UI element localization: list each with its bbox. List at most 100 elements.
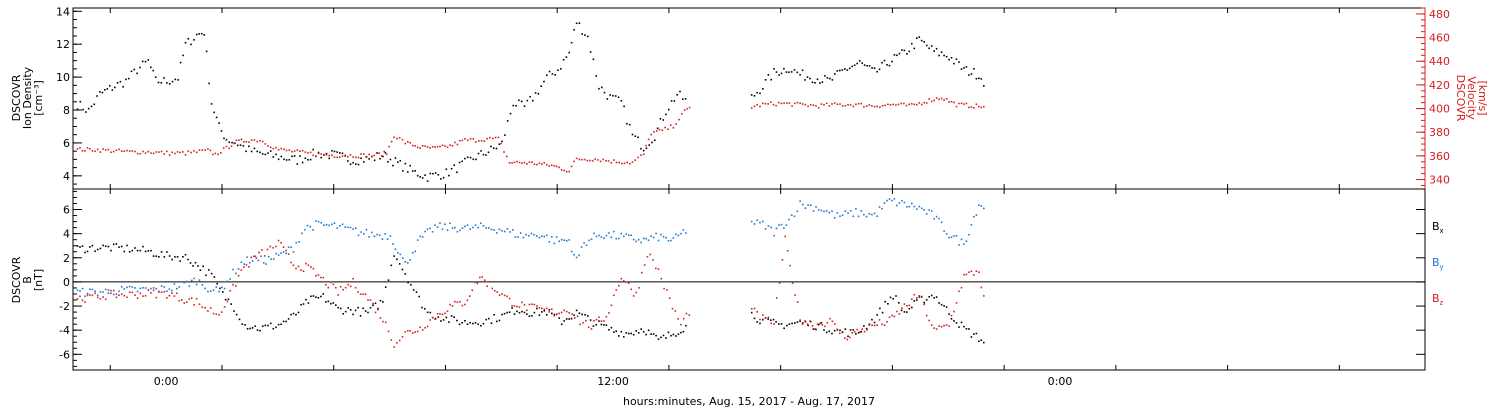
data-point (643, 264, 646, 266)
data-point (373, 154, 375, 157)
data-point (662, 235, 665, 238)
data-point (801, 103, 804, 105)
data-point (663, 287, 665, 290)
data-point (299, 155, 301, 157)
data-point (104, 149, 107, 151)
data-point (848, 336, 851, 339)
data-point (933, 99, 935, 102)
data-point (439, 222, 441, 224)
data-point (508, 297, 511, 300)
data-point (575, 157, 578, 160)
data-point (817, 323, 820, 326)
data-point (421, 145, 424, 147)
data-point (349, 154, 352, 156)
data-point (770, 322, 772, 325)
data-point (120, 293, 123, 295)
data-point (410, 284, 412, 286)
data-point (190, 279, 193, 282)
data-point (483, 140, 486, 142)
data-point (261, 249, 263, 251)
data-point (675, 123, 677, 125)
data-point (585, 244, 588, 247)
data-point (450, 167, 453, 170)
data-point (955, 105, 958, 108)
data-point (863, 106, 865, 108)
data-point (411, 144, 414, 147)
data-point (814, 82, 816, 84)
data-point (446, 310, 449, 313)
data-point (598, 320, 600, 322)
data-point (212, 153, 214, 156)
data-point (788, 323, 791, 325)
data-point (264, 324, 267, 327)
data-point (166, 251, 168, 253)
data-point (466, 323, 469, 325)
data-point (179, 260, 181, 262)
data-point (168, 288, 171, 290)
data-point (983, 207, 985, 210)
data-point (868, 323, 871, 325)
data-point (940, 303, 943, 306)
data-point (935, 296, 938, 298)
data-point (920, 39, 923, 42)
data-point (84, 251, 86, 254)
data-point (590, 328, 593, 330)
data-point (335, 304, 337, 306)
data-point (344, 286, 347, 289)
data-point (831, 332, 833, 335)
data-point (896, 204, 898, 207)
data-point (852, 215, 855, 218)
data-point (392, 164, 394, 167)
data-point (190, 151, 192, 154)
data-point (201, 149, 204, 151)
data-point (118, 148, 120, 151)
data-point (493, 314, 495, 316)
y-right-tick-label: 440 (1429, 55, 1450, 68)
data-point (384, 151, 387, 154)
data-point (609, 94, 611, 96)
data-point (575, 256, 578, 259)
data-point (606, 98, 609, 100)
data-point (177, 79, 179, 81)
data-point (120, 150, 123, 152)
data-point (407, 262, 409, 264)
data-point (301, 161, 304, 164)
data-point (372, 302, 374, 305)
data-point (968, 106, 970, 109)
data-point (655, 232, 657, 235)
data-point (147, 150, 150, 153)
data-point (844, 104, 847, 107)
data-point (288, 159, 291, 161)
data-point (925, 314, 928, 317)
data-point (116, 82, 119, 84)
data-point (456, 319, 458, 322)
data-point (155, 296, 158, 299)
data-point (551, 73, 554, 75)
data-point (950, 100, 953, 103)
data-point (94, 250, 96, 252)
data-point (637, 136, 639, 139)
data-point (963, 325, 965, 328)
data-point (646, 255, 649, 258)
data-point (315, 220, 317, 222)
data-point (908, 307, 911, 310)
data-point (780, 223, 783, 226)
data-point (906, 305, 908, 307)
data-point (613, 159, 615, 161)
mag-y-tick-label: 4 (63, 228, 70, 241)
data-point (664, 126, 666, 129)
data-point (416, 146, 419, 149)
data-point (847, 335, 849, 338)
data-point (115, 293, 118, 295)
data-point (578, 158, 581, 161)
data-point (878, 206, 881, 208)
data-point (593, 232, 595, 235)
data-point (261, 325, 264, 327)
data-point (367, 311, 369, 314)
data-point (794, 294, 796, 296)
x-axis-label: hours:minutes, Aug. 15, 2017 - Aug. 17, … (623, 395, 875, 408)
data-point (339, 286, 342, 288)
data-point (652, 333, 655, 335)
data-point (482, 322, 485, 325)
